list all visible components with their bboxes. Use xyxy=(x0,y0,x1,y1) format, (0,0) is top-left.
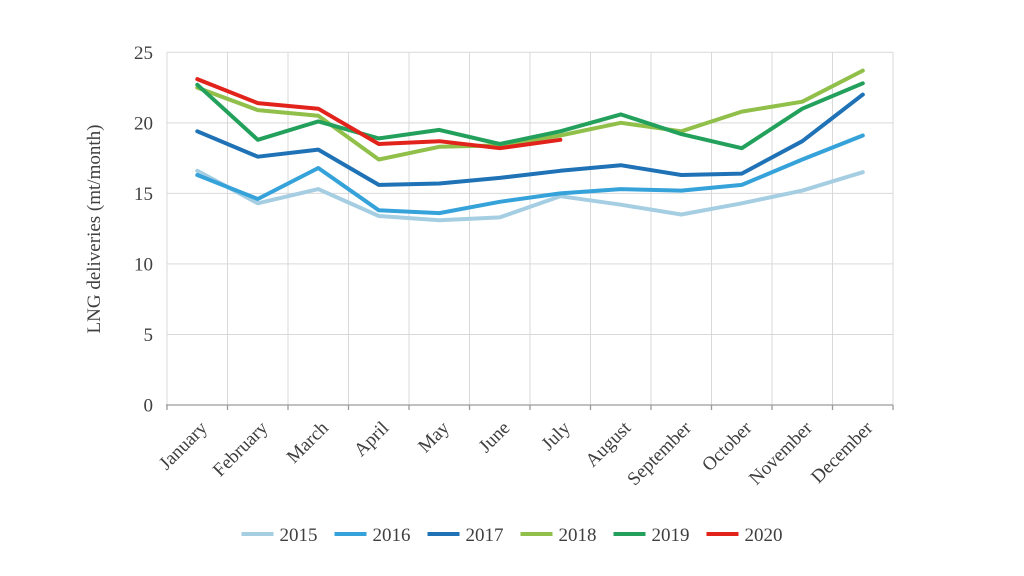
legend-item-2017: 2017 xyxy=(427,525,504,546)
y-tick-label: 20 xyxy=(134,113,153,134)
legend-item-2018: 2018 xyxy=(520,525,597,546)
x-tick-label: December xyxy=(807,417,878,488)
series-line-2018 xyxy=(195,68,865,162)
legend-item-2015: 2015 xyxy=(241,525,318,546)
x-tick-label: July xyxy=(538,417,576,455)
series-line-2016 xyxy=(195,133,865,216)
legend-label-2020: 2020 xyxy=(745,525,783,546)
series-line-2020 xyxy=(195,77,563,151)
series-layer xyxy=(195,68,865,223)
x-tick-label: September xyxy=(623,417,696,490)
legend-label-2015: 2015 xyxy=(280,525,318,546)
x-tick-label: March xyxy=(283,417,333,467)
legend-item-2016: 2016 xyxy=(334,525,411,546)
x-tick-label: February xyxy=(209,417,273,481)
series-line-2015 xyxy=(195,168,865,223)
legend-item-2020: 2020 xyxy=(706,525,783,546)
x-tick-label: November xyxy=(745,417,817,489)
x-tick-label: April xyxy=(350,418,393,461)
legend: 2015 2016 2017 2018 2019 2020 xyxy=(241,525,783,546)
legend-label-2016: 2016 xyxy=(373,525,411,546)
y-tick-label: 25 xyxy=(134,43,153,64)
legend-label-2018: 2018 xyxy=(559,525,597,546)
y-tick-label: 10 xyxy=(134,254,153,275)
y-tick-label: 5 xyxy=(144,325,154,346)
legend-item-2019: 2019 xyxy=(613,525,690,546)
x-tick-label: May xyxy=(414,417,454,457)
grid-layer xyxy=(166,51,894,405)
y-axis-title: LNG deliveries (mt/month) xyxy=(84,125,105,334)
legend-label-2017: 2017 xyxy=(466,525,504,546)
series-line-2017 xyxy=(195,92,865,187)
legend-label-2019: 2019 xyxy=(652,525,690,546)
x-tick-label: January xyxy=(155,417,212,474)
y-tick-label: 15 xyxy=(134,184,153,205)
x-tick-label: October xyxy=(698,417,757,476)
series-line-2019 xyxy=(195,81,865,151)
x-tick-label: June xyxy=(475,418,514,457)
x-tick-label: August xyxy=(582,417,636,471)
y-tick-label: 0 xyxy=(144,395,154,416)
